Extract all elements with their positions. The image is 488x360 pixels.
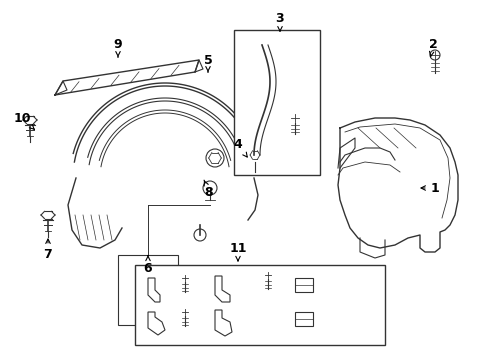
Text: 8: 8 [203,180,213,198]
Text: 7: 7 [43,239,52,261]
Text: 10: 10 [13,112,34,129]
Text: 5: 5 [203,54,212,72]
Bar [135,265,384,345]
Text: 3: 3 [275,12,284,31]
Text: 11: 11 [229,242,246,261]
Text: 2: 2 [428,39,436,57]
Bar [118,255,178,325]
Text: 6: 6 [143,256,152,274]
Bar [294,312,312,326]
Bar [234,30,319,175]
Bar [294,278,312,292]
Text: 1: 1 [420,181,439,194]
Text: 4: 4 [233,139,247,157]
Text: 9: 9 [113,39,122,57]
